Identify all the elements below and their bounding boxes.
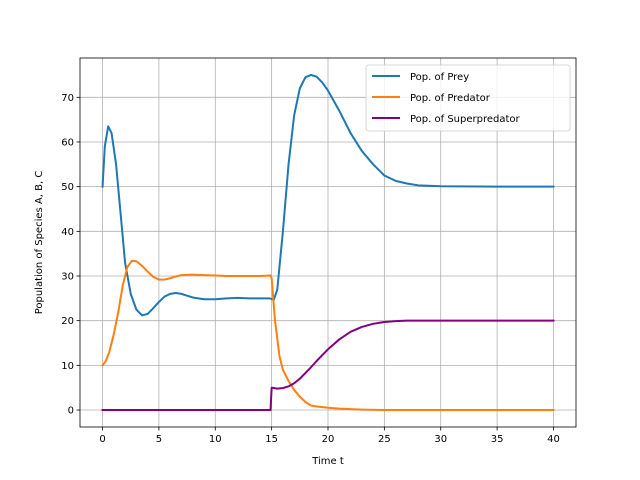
x-tick-label: 30 — [434, 434, 447, 445]
x-tick-label: 20 — [322, 434, 335, 445]
x-tick-label: 0 — [99, 434, 105, 445]
legend: Pop. of Prey Pop. of Predator Pop. of Supe… — [365, 64, 571, 132]
y-tick-label: 70 — [61, 93, 74, 104]
x-tick-label: 35 — [491, 434, 504, 445]
x-axis-ticks: 0 5 10 15 20 25 30 35 40 — [99, 427, 560, 445]
x-axis-label: Time t — [311, 456, 344, 467]
legend-entry: Pop. of Predator — [410, 93, 491, 104]
y-tick-label: 10 — [61, 361, 74, 372]
y-tick-label: 30 — [61, 272, 74, 283]
x-tick-label: 40 — [547, 434, 560, 445]
y-tick-label: 40 — [61, 227, 74, 238]
y-axis-label: Population of Species A, B, C — [34, 171, 45, 315]
legend-entry: Pop. of Prey — [410, 72, 469, 83]
y-axis-ticks: 0 10 20 30 40 50 60 70 — [61, 93, 80, 417]
x-tick-label: 5 — [156, 434, 162, 445]
legend-entry: Pop. of Superpredator — [410, 114, 521, 125]
x-tick-label: 25 — [378, 434, 391, 445]
x-tick-label: 15 — [265, 434, 278, 445]
y-tick-label: 50 — [61, 182, 74, 193]
series-lines — [101, 73, 555, 412]
x-tick-label: 10 — [209, 434, 222, 445]
y-tick-label: 20 — [61, 316, 74, 327]
series-line-1 — [101, 73, 555, 317]
y-tick-label: 0 — [68, 406, 74, 417]
series-line-3 — [101, 319, 555, 412]
y-tick-label: 60 — [61, 137, 74, 148]
series-line-2 — [101, 259, 555, 412]
legend-box — [365, 64, 571, 132]
